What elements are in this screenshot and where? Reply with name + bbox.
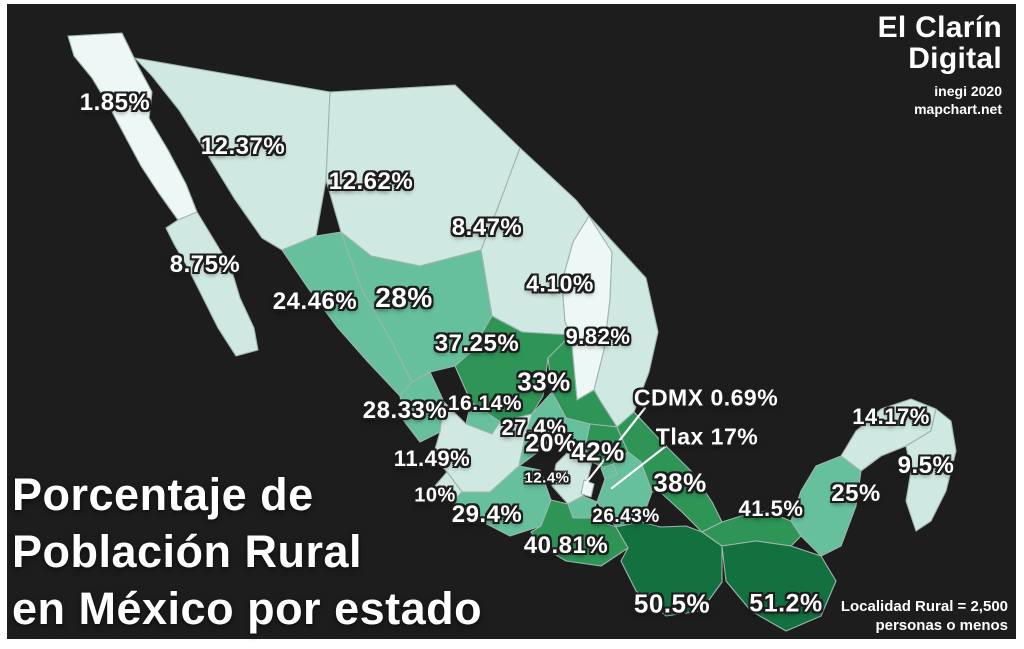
callout-label-cdmx: CDMX 0.69% xyxy=(633,384,779,411)
state-label-guerrero: 40.81% xyxy=(523,532,609,559)
title-line-3: en México por estado xyxy=(12,583,483,634)
brand-name-line-2: Digital xyxy=(908,42,1002,75)
state-label-guanajuato: 27.4% xyxy=(501,415,567,440)
state-label-aguascalientes: 16.14% xyxy=(447,392,523,415)
title-line-2: Población Rural xyxy=(12,526,363,577)
state-label-san-luis-potosi: 33% xyxy=(517,366,571,397)
data-source-label: inegi 2020 mapchart.net xyxy=(878,82,1002,118)
state-label-baja-california: 1.85% xyxy=(79,89,151,116)
state-label-quintana-roo: 9.5% xyxy=(897,452,955,479)
page-title: Porcentaje de Población Rural en México … xyxy=(12,466,482,637)
state-label-colima: 10% xyxy=(414,484,456,507)
state-label-jalisco: 11.49% xyxy=(393,446,471,471)
state-label-michoacan: 29.4% xyxy=(451,501,523,528)
state-label-hidalgo: 42% xyxy=(571,436,625,467)
cdmx-leader-line xyxy=(584,406,647,485)
state-label-nuevo-leon: 4.10% xyxy=(526,270,594,297)
brand-block: El Clarín Digital inegi 2020 mapchart.ne… xyxy=(878,12,1002,118)
state-shape-chiapas xyxy=(721,540,837,632)
state-shape-oaxaca xyxy=(615,521,723,617)
state-label-queretaro: 20% xyxy=(525,429,577,458)
title-line-1: Porcentaje de xyxy=(12,469,314,520)
tlaxcala-leader-line xyxy=(610,444,668,490)
state-label-zacatecas: 37.25% xyxy=(434,330,520,357)
footnote-line-2: personas o menos xyxy=(875,617,1008,634)
state-shape-baja-california-sur xyxy=(165,211,259,357)
state-shape-tlaxcala xyxy=(600,463,618,480)
state-label-coahuila: 8.47% xyxy=(451,214,523,241)
state-label-sonora: 12.37% xyxy=(200,133,286,160)
state-shape-quintana-roo xyxy=(905,408,957,532)
callout-label-tlaxcala: Tlax 17% xyxy=(655,423,759,450)
state-label-tabasco: 41.5% xyxy=(738,496,804,521)
credit-mapchart: mapchart.net xyxy=(914,101,1002,117)
footnote-line-1: Localidad Rural = 2,500 xyxy=(840,598,1008,615)
state-label-oaxaca: 50.5% xyxy=(633,588,711,619)
state-label-sinaloa: 24.46% xyxy=(272,288,358,315)
state-shape-baja-california xyxy=(67,32,198,221)
state-label-chihuahua: 12.62% xyxy=(328,168,414,195)
state-shape-cdmx xyxy=(580,479,595,498)
source-inegi: inegi 2020 xyxy=(934,83,1002,99)
brand-name-line-1: El Clarín xyxy=(877,11,1002,44)
state-label-chiapas: 51.2% xyxy=(749,589,823,618)
state-label-veracruz: 38% xyxy=(653,467,707,498)
state-label-nayarit: 28.33% xyxy=(362,397,448,424)
state-label-estado-de-mexico: 12.4% xyxy=(524,469,570,487)
rural-definition-footnote: Localidad Rural = 2,500 personas o menos xyxy=(841,597,1008,635)
state-label-puebla: 26.43% xyxy=(592,506,660,527)
state-label-yucatan: 14.17% xyxy=(852,404,930,429)
state-label-baja-california-sur: 8.75% xyxy=(169,251,241,278)
state-label-durango: 28% xyxy=(375,282,433,313)
state-label-campeche: 25% xyxy=(831,480,881,507)
state-label-tamaulipas: 9.82% xyxy=(565,324,631,349)
